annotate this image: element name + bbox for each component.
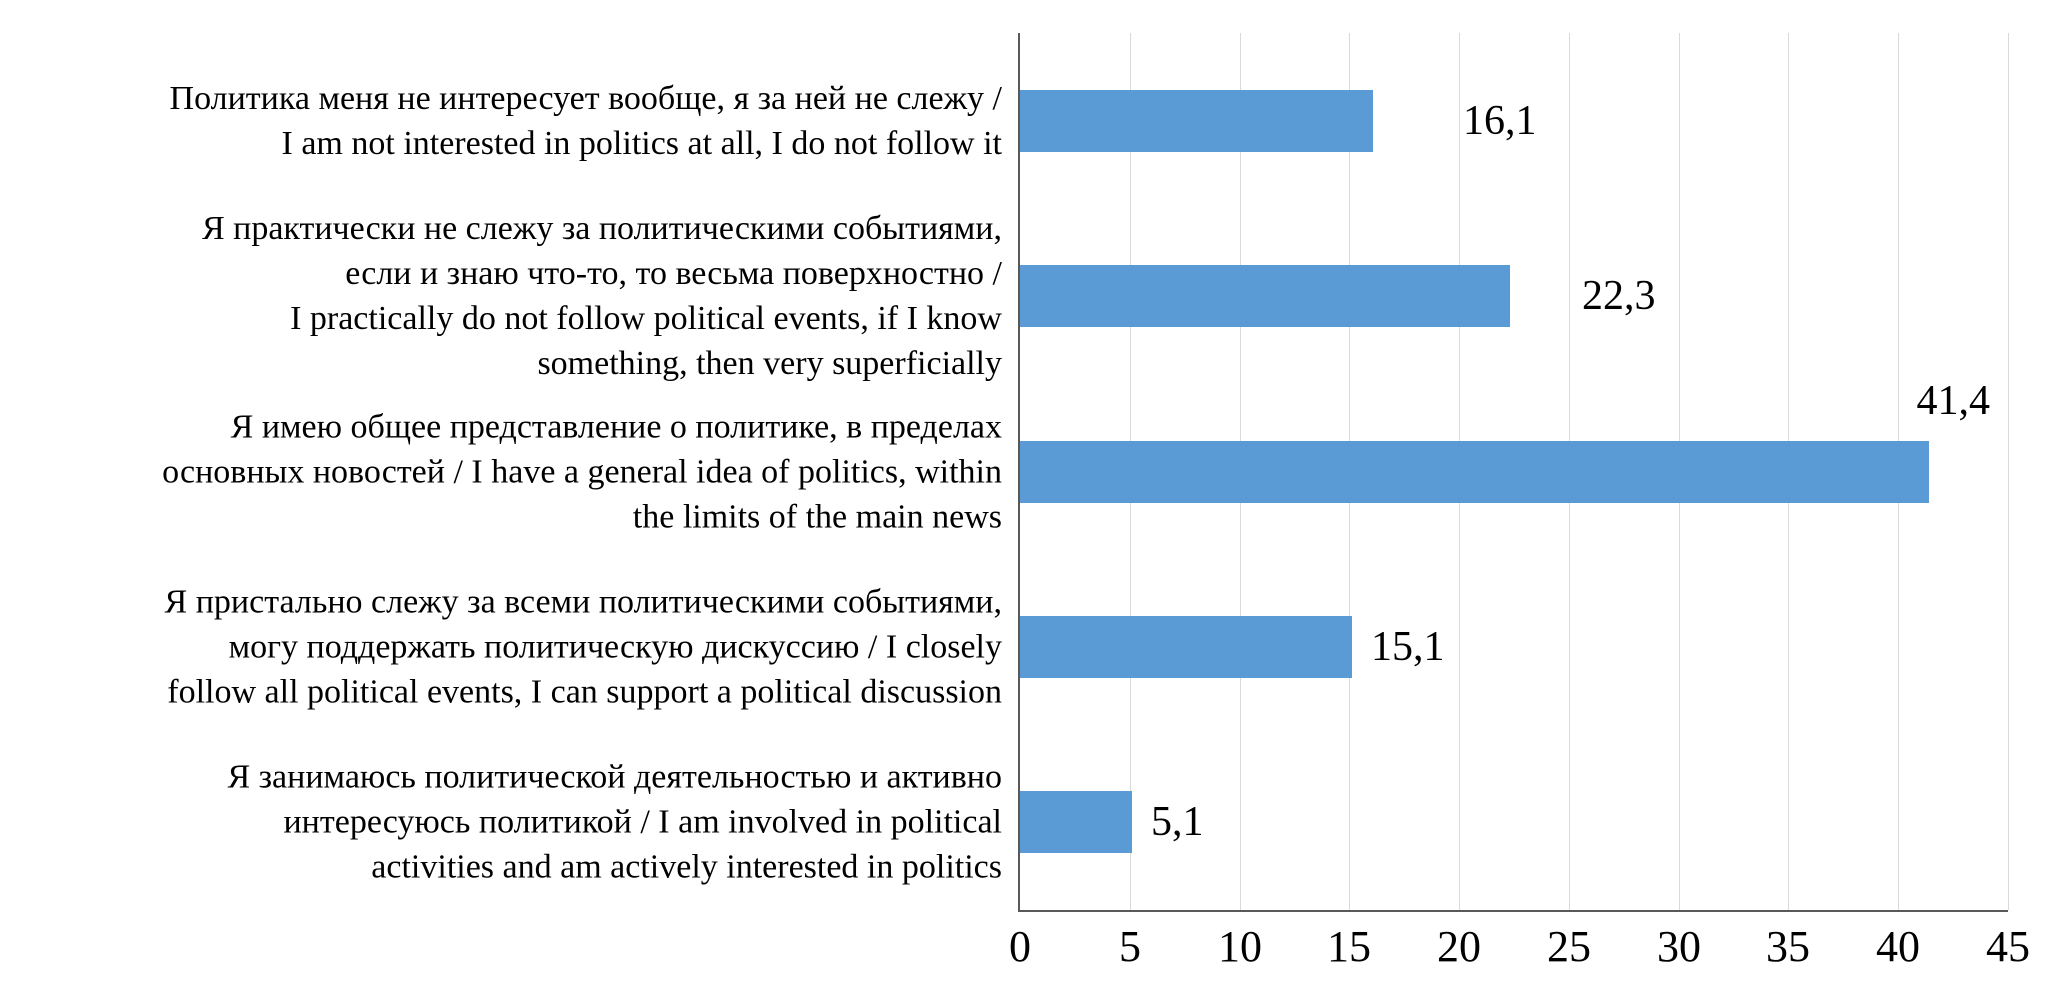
category-label-line: I am not interested in politics at all, … <box>281 125 1002 162</box>
category-label-line: I practically do not follow political ev… <box>290 300 1002 337</box>
x-tick-40: 40 <box>1876 922 1920 971</box>
category-label-line: the limits of the main news <box>632 498 1002 536</box>
value-label-2: 22,3 <box>1582 273 1656 319</box>
x-tick-5: 5 <box>1119 922 1141 971</box>
category-label-4: Я пристально слежу за всеми политическим… <box>0 580 1002 715</box>
value-label-5: 5,1 <box>1151 799 1204 845</box>
x-tick-10: 10 <box>1218 922 1262 971</box>
category-label-line: something, then very superficially <box>537 345 1002 382</box>
value-label-4: 15,1 <box>1371 624 1445 670</box>
x-tick-15: 15 <box>1327 922 1371 971</box>
x-tick-20: 20 <box>1437 922 1481 971</box>
bar-3 <box>1020 441 1929 503</box>
category-axis-labels: Политика меня не интересует вообще, я за… <box>0 0 1002 997</box>
category-label-line: Я пристально слежу за всеми политическим… <box>164 583 1002 621</box>
category-label-line: Я практически не слежу за политическими … <box>201 210 1002 247</box>
category-label-1: Политика меня не интересует вообще, я за… <box>0 76 1002 166</box>
value-label-1: 16,1 <box>1463 98 1537 144</box>
y-axis-line <box>1018 33 1020 912</box>
category-label-line: могу поддержать политическую дискуссию /… <box>228 628 1002 666</box>
category-label-line: activities and am actively interested in… <box>371 848 1002 886</box>
category-label-line: основных новостей / I have a general ide… <box>162 453 1002 491</box>
plot-area: 16,1 22,3 41,4 15,1 5,1 <box>1020 33 2009 910</box>
x-axis-line <box>1018 910 2008 912</box>
category-label-line: follow all political events, I can suppo… <box>167 673 1002 711</box>
value-label-3: 41,4 <box>1916 378 1991 424</box>
bar-2 <box>1020 265 1510 327</box>
x-tick-25: 25 <box>1547 922 1591 971</box>
category-label-5: Я занимаюсь политической деятельностью и… <box>0 755 1002 890</box>
x-axis-tick-labels: 0 5 10 15 20 25 30 35 40 45 <box>1009 922 2030 982</box>
bar-5 <box>1020 791 1132 853</box>
category-label-line: Я имею общее представление о политике, в… <box>230 408 1002 446</box>
x-tick-45: 45 <box>1986 922 2030 971</box>
x-tick-35: 35 <box>1766 922 1810 971</box>
category-label-line: интересуюсь политикой / I am involved in… <box>283 803 1002 841</box>
category-label-3: Я имею общее представление о политике, в… <box>0 405 1002 540</box>
x-tick-0: 0 <box>1009 922 1031 971</box>
bar-1 <box>1020 90 1373 152</box>
category-label-2: Я практически не слежу за политическими … <box>0 206 1002 386</box>
category-label-line: если и знаю что-то, то весьма поверхност… <box>345 255 1002 292</box>
category-label-line: Я занимаюсь политической деятельностью и… <box>227 758 1002 796</box>
category-label-line: Политика меня не интересует вообще, я за… <box>169 80 1002 117</box>
gridline <box>2008 33 2009 910</box>
bar-4 <box>1020 616 1352 678</box>
x-tick-30: 30 <box>1657 922 1701 971</box>
